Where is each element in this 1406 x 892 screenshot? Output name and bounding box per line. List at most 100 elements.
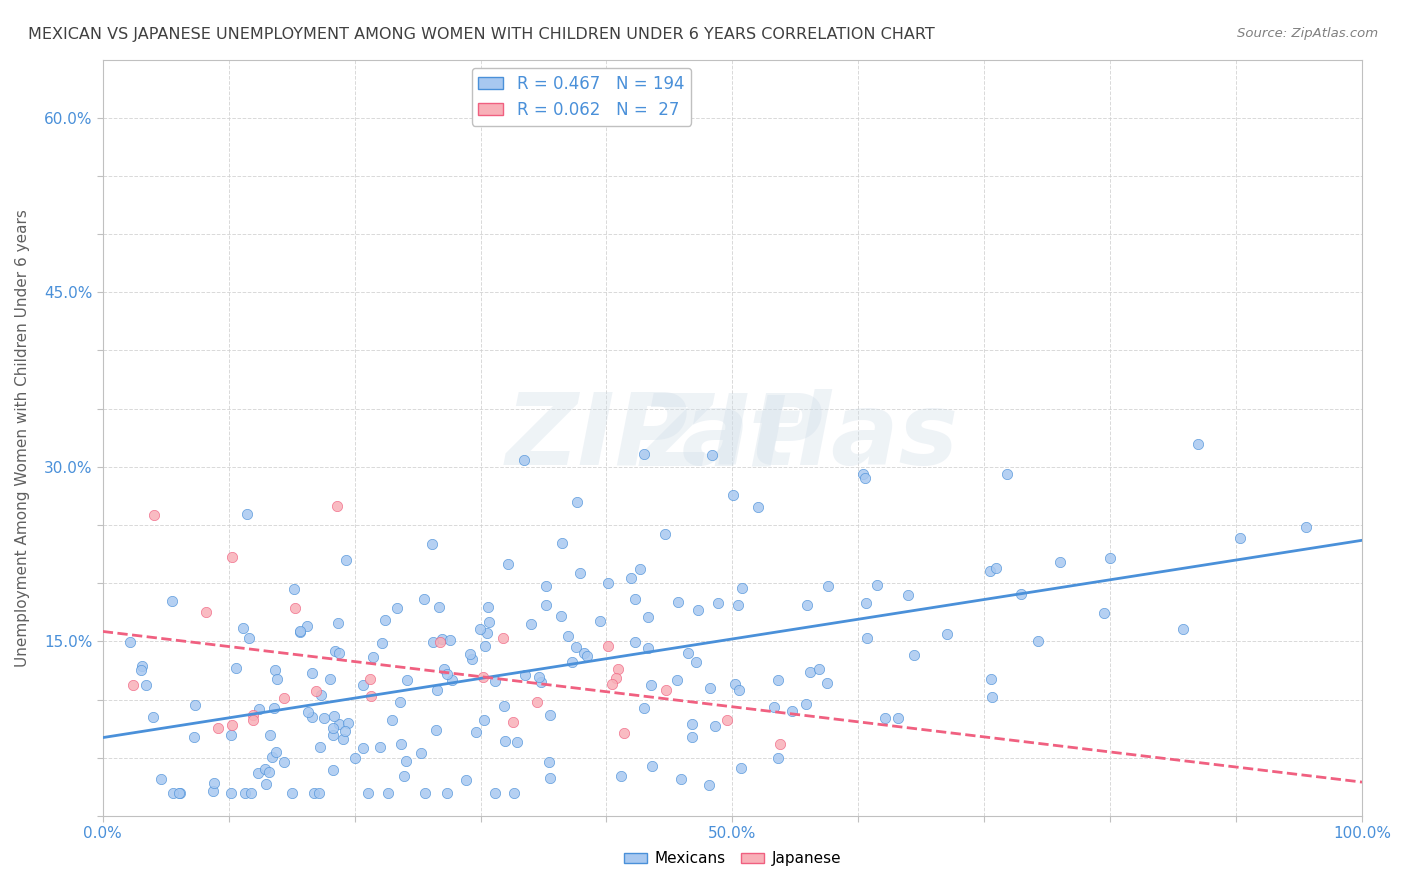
Point — [707, 596, 730, 610]
Point — [620, 571, 643, 585]
Point — [979, 564, 1001, 578]
Point — [538, 771, 561, 785]
Point — [984, 561, 1007, 575]
Point — [666, 673, 689, 688]
Point — [160, 593, 183, 607]
Point — [264, 745, 287, 759]
Point — [328, 717, 350, 731]
Point — [273, 755, 295, 769]
Point — [359, 672, 381, 686]
Point — [389, 737, 412, 751]
Point — [221, 549, 243, 564]
Point — [596, 639, 619, 653]
Point — [377, 786, 399, 800]
Point — [263, 663, 285, 677]
Point — [433, 662, 456, 676]
Point — [866, 577, 889, 591]
Point — [233, 786, 256, 800]
Point — [232, 621, 254, 635]
Point — [162, 786, 184, 800]
Point — [633, 700, 655, 714]
Point — [335, 553, 357, 567]
Point — [519, 616, 541, 631]
Point — [430, 632, 453, 647]
Point — [1092, 606, 1115, 620]
Point — [728, 683, 751, 698]
Point — [344, 751, 367, 765]
Point — [623, 591, 645, 606]
Point — [506, 735, 529, 749]
Point — [668, 594, 690, 608]
Point — [730, 761, 752, 775]
Point — [731, 581, 754, 595]
Point — [669, 772, 692, 787]
Point — [368, 740, 391, 755]
Point — [328, 647, 350, 661]
Point — [311, 688, 333, 702]
Point — [576, 648, 599, 663]
Point — [1049, 555, 1071, 569]
Point — [492, 698, 515, 713]
Point — [503, 786, 526, 800]
Text: ZIPatlas: ZIPatlas — [506, 389, 959, 486]
Point — [530, 675, 553, 690]
Point — [492, 631, 515, 645]
Point — [253, 762, 276, 776]
Point — [219, 729, 242, 743]
Point — [1187, 437, 1209, 451]
Point — [471, 670, 494, 684]
Point — [436, 786, 458, 800]
Point — [681, 730, 703, 744]
Point — [697, 778, 720, 792]
Point — [305, 683, 328, 698]
Point — [149, 772, 172, 786]
Point — [550, 609, 572, 624]
Point — [381, 713, 404, 727]
Point — [565, 640, 588, 654]
Point — [183, 730, 205, 744]
Point — [494, 733, 516, 747]
Point — [370, 636, 392, 650]
Point — [131, 658, 153, 673]
Point — [242, 713, 264, 727]
Y-axis label: Unemployment Among Women with Children Under 6 years: Unemployment Among Women with Children U… — [15, 209, 30, 666]
Point — [980, 690, 1002, 704]
Point — [475, 625, 498, 640]
Point — [309, 739, 332, 754]
Point — [429, 599, 451, 614]
Point — [207, 722, 229, 736]
Point — [235, 507, 257, 521]
Point — [202, 783, 225, 797]
Point — [716, 713, 738, 727]
Point — [288, 625, 311, 640]
Point — [392, 769, 415, 783]
Point — [484, 673, 506, 688]
Point — [640, 678, 662, 692]
Text: ZIP: ZIP — [641, 389, 824, 486]
Point — [721, 488, 744, 502]
Point — [312, 711, 335, 725]
Point — [259, 728, 281, 742]
Point — [297, 705, 319, 719]
Point — [484, 786, 506, 800]
Point — [565, 495, 588, 509]
Point — [454, 773, 477, 788]
Point — [538, 708, 561, 723]
Point — [1173, 622, 1195, 636]
Point — [766, 751, 789, 765]
Point — [887, 710, 910, 724]
Point — [799, 665, 821, 679]
Point — [301, 666, 323, 681]
Point — [903, 648, 925, 662]
Point — [352, 678, 374, 692]
Point — [295, 618, 318, 632]
Point — [633, 447, 655, 461]
Point — [605, 671, 627, 685]
Point — [396, 673, 419, 687]
Point — [326, 499, 349, 513]
Point — [135, 678, 157, 692]
Point — [569, 566, 592, 580]
Point — [807, 662, 830, 676]
Point — [323, 708, 346, 723]
Point — [385, 601, 408, 615]
